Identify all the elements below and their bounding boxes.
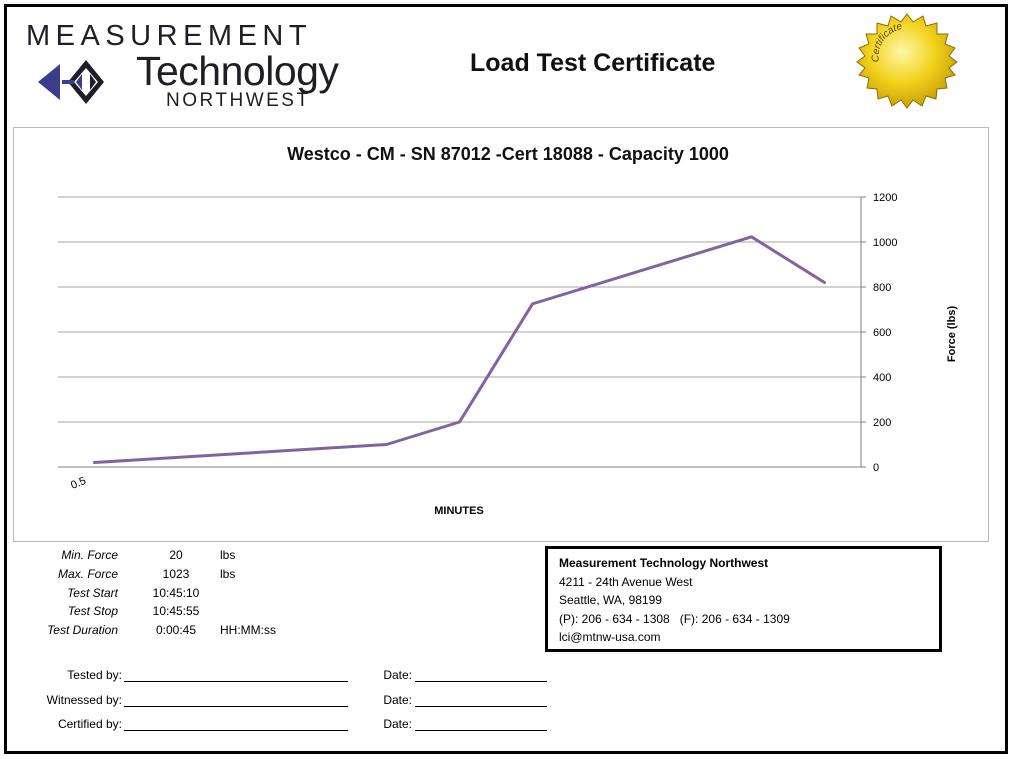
y-tick-label: 200 — [873, 417, 891, 429]
y-tick-label: 600 — [873, 327, 891, 339]
tested-by-label: Tested by: — [67, 668, 122, 682]
contact-address-line1: 4211 - 24th Avenue West — [559, 574, 693, 589]
stat-value: 1023 — [162, 567, 190, 581]
certified-date-label: Date: — [383, 717, 412, 731]
stat-row: Test Stop 10:45:55 — [20, 604, 320, 622]
contact-box: Measurement Technology Northwest 4211 - … — [545, 546, 942, 652]
y-tick-label: 1000 — [873, 237, 897, 249]
witnessed-by-line[interactable] — [124, 693, 348, 707]
stat-label: Test Duration — [47, 623, 118, 637]
y-tick-label: 400 — [873, 372, 891, 384]
force-series-line — [93, 235, 826, 464]
chart-panel: Westco - CM - SN 87012 -Cert 18088 - Cap… — [13, 127, 989, 542]
stat-label: Test Start — [67, 586, 118, 600]
force-chart: 0 200 400 600 800 1000 1200 0.5 MINUTES Force (lb… — [58, 192, 958, 517]
stat-value: 10:45:55 — [152, 604, 200, 618]
contact-company: Measurement Technology Northwest — [559, 556, 769, 570]
stat-unit: lbs — [220, 548, 236, 562]
certified-date-line[interactable] — [415, 717, 547, 731]
logo-arrow-mark-icon — [38, 60, 104, 104]
y-tick-label: 1200 — [873, 192, 897, 204]
tested-date-line[interactable] — [415, 668, 547, 682]
witnessed-by-label: Witnessed by: — [46, 693, 122, 707]
y-tick-label: 800 — [873, 282, 891, 294]
logo-line-technology: Technology — [136, 48, 339, 94]
contact-phone: (P): 206 - 634 - 1308 (F): 206 - 634 - 1… — [559, 611, 790, 626]
stat-unit: HH:MM:ss — [220, 623, 276, 637]
x-tick-label: 0.5 — [69, 475, 88, 492]
stat-value: 0:00:45 — [155, 623, 197, 637]
stat-value: 10:45:10 — [152, 586, 200, 600]
stat-row: Min. Force 20 lbs — [20, 548, 320, 566]
stat-value: 20 — [169, 548, 183, 562]
certificate-seal-icon: Certificate — [856, 13, 958, 109]
y-tick-label: 0 — [873, 462, 879, 474]
y-axis-label: Force (lbs) — [946, 306, 958, 363]
certified-by-line[interactable] — [124, 717, 348, 731]
company-logo: MEASUREMENT Technology NORTHWEST — [24, 18, 384, 113]
stat-row: Max. Force 1023 lbs — [20, 567, 320, 585]
x-axis-label: MINUTES — [434, 505, 484, 517]
stat-label: Max. Force — [57, 567, 118, 581]
witnessed-date-label: Date: — [383, 693, 412, 707]
logo-line-measurement: MEASUREMENT — [26, 20, 313, 52]
stat-unit: lbs — [220, 567, 236, 581]
logo-line-northwest: NORTHWEST — [166, 90, 311, 111]
stat-row: Test Duration 0:00:45 HH:MM:ss — [20, 623, 320, 641]
chart-title: Westco - CM - SN 87012 -Cert 18088 - Cap… — [287, 144, 729, 164]
tested-date-label: Date: — [383, 668, 412, 682]
signature-row-witnessed: Witnessed by: Date: — [20, 693, 580, 713]
page-title: Load Test Certificate — [470, 49, 716, 77]
contact-email: lci@mtnw-usa.com — [559, 630, 661, 644]
certified-by-label: Certified by: — [57, 717, 122, 731]
signature-row-certified: Certified by: Date: — [20, 717, 580, 737]
signature-row-tested: Tested by: Date: — [20, 668, 580, 688]
tested-by-line[interactable] — [124, 668, 348, 682]
stat-label: Test Stop — [67, 604, 118, 618]
contact-address-line2: Seattle, WA, 98199 — [559, 593, 662, 607]
witnessed-date-line[interactable] — [415, 693, 547, 707]
stat-row: Test Start 10:45:10 — [20, 586, 320, 604]
stat-label: Min. Force — [61, 548, 118, 562]
